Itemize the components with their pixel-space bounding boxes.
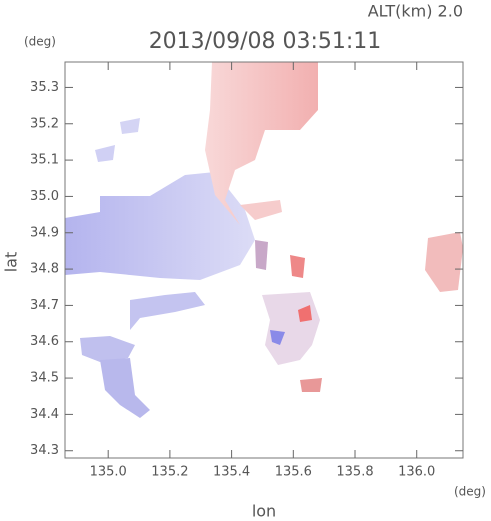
x-tick-label: 136.0 — [398, 465, 435, 480]
y-tick-label: 34.8 — [30, 262, 59, 277]
echo-region — [100, 358, 150, 418]
y-unit: (deg) — [24, 35, 56, 49]
y-axis-title: lat — [2, 252, 21, 273]
y-tick-label: 35.1 — [30, 153, 59, 168]
x-tick-label: 135.6 — [275, 465, 312, 480]
x-tick-label: 135.0 — [90, 465, 127, 480]
x-tick-label: 135.2 — [151, 465, 188, 480]
echo-region — [270, 330, 285, 345]
y-tick-label: 34.3 — [30, 443, 59, 458]
echo-region — [290, 255, 305, 278]
echo-region — [65, 172, 255, 280]
echo-region — [240, 200, 282, 220]
echo-region — [425, 232, 463, 292]
y-tick-label: 34.7 — [30, 298, 59, 313]
echo-region — [205, 62, 318, 225]
echo-regions — [65, 62, 463, 418]
y-tick-label: 35.2 — [30, 116, 59, 131]
echo-region — [262, 292, 320, 365]
echo-region — [300, 378, 322, 392]
x-tick-label: 135.8 — [336, 465, 373, 480]
y-tick-label: 34.5 — [30, 371, 59, 386]
y-tick-label: 34.4 — [30, 407, 59, 422]
y-tick-label: 35.0 — [30, 189, 59, 204]
echo-region — [298, 305, 312, 322]
plot-frame — [64, 61, 464, 459]
y-tick-label: 34.9 — [30, 225, 59, 240]
altitude-label: ALT(km) 2.0 — [368, 2, 463, 21]
echo-region — [255, 240, 268, 270]
y-tick-label: 34.6 — [30, 334, 59, 349]
echo-region — [95, 145, 115, 162]
x-axis-title: lon — [252, 502, 276, 521]
echo-region — [130, 292, 205, 330]
chart-title: 2013/09/08 03:51:11 — [149, 29, 382, 54]
echo-region — [80, 336, 135, 362]
echo-region — [120, 118, 140, 134]
x-unit: (deg) — [454, 485, 486, 499]
x-tick-label: 135.4 — [213, 465, 250, 480]
y-tick-label: 35.3 — [30, 80, 59, 95]
